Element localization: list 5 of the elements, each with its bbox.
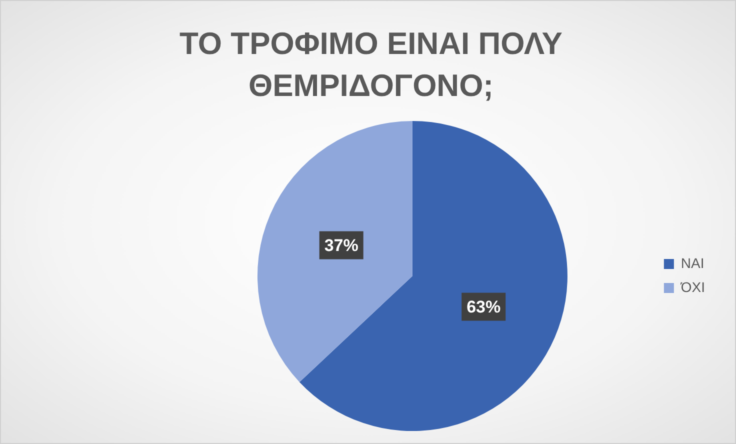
legend-label: ΝΑΙ	[680, 254, 704, 271]
data-label: 63%	[466, 297, 501, 316]
data-label: 37%	[324, 236, 358, 255]
legend-label: ΌΧΙ	[680, 278, 706, 295]
chart-title: ΤΟ ΤΡΟΦΙΜΟ ΕΙΝΑΙ ΠΟΛΥ ΘΕΜΡΙΔΟΓΟΝΟ;	[178, 25, 564, 105]
